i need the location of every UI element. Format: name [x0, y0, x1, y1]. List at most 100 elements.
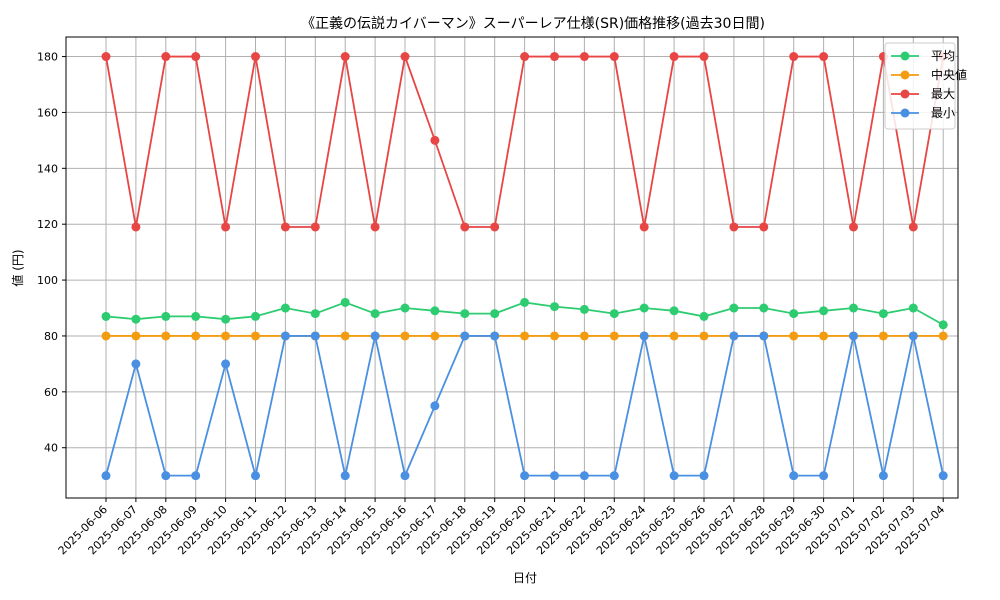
- data-point: [340, 471, 350, 481]
- data-point: [579, 304, 589, 314]
- data-point: [310, 331, 320, 341]
- data-point: [251, 52, 260, 62]
- data-point: [789, 331, 799, 341]
- data-point: [131, 359, 141, 369]
- data-point: [520, 297, 530, 307]
- data-point: [191, 52, 201, 62]
- data-point: [579, 331, 589, 341]
- data-point: [938, 331, 948, 341]
- y-tick-label: 160: [37, 106, 58, 119]
- data-point: [370, 331, 380, 341]
- data-point: [490, 222, 500, 232]
- data-point: [131, 331, 141, 341]
- plot-frame: [65, 36, 959, 499]
- data-point: [759, 303, 769, 313]
- data-point: [699, 52, 709, 62]
- data-point: [908, 303, 918, 313]
- data-point: [550, 471, 559, 481]
- data-point: [520, 471, 530, 481]
- data-point: [370, 309, 380, 319]
- data-point: [789, 52, 799, 62]
- data-point: [251, 311, 260, 321]
- data-point: [699, 311, 709, 321]
- legend-marker: [900, 89, 910, 99]
- data-point: [878, 471, 888, 481]
- data-point: [191, 471, 201, 481]
- data-point: [131, 314, 141, 324]
- data-point: [759, 222, 769, 232]
- data-point: [520, 52, 530, 62]
- x-axis-label: 日付: [513, 571, 537, 585]
- data-point: [400, 471, 410, 481]
- data-point: [280, 331, 290, 341]
- data-point: [699, 331, 709, 341]
- data-point: [849, 331, 858, 341]
- series-2: [101, 52, 948, 232]
- data-point: [400, 52, 410, 62]
- data-point: [400, 303, 410, 313]
- data-point: [221, 359, 231, 369]
- data-point: [430, 135, 440, 145]
- data-point: [520, 331, 530, 341]
- data-point: [251, 471, 260, 481]
- data-point: [490, 309, 500, 319]
- data-point: [550, 302, 559, 312]
- legend-label: 中央値: [931, 67, 967, 82]
- data-point: [460, 222, 470, 232]
- data-point: [819, 471, 829, 481]
- data-point: [908, 222, 918, 232]
- series-3: [101, 331, 948, 481]
- data-point: [460, 309, 470, 319]
- legend-label: 最小: [931, 106, 955, 120]
- legend-box: [884, 42, 956, 130]
- data-point: [161, 331, 171, 341]
- data-point: [221, 222, 231, 232]
- data-point: [669, 306, 679, 316]
- legend-marker: [900, 108, 910, 118]
- data-point: [161, 471, 171, 481]
- data-point: [938, 471, 948, 481]
- data-point: [878, 331, 888, 341]
- data-point: [191, 331, 201, 341]
- data-point: [131, 222, 141, 232]
- data-point: [609, 471, 619, 481]
- data-point: [639, 331, 649, 341]
- y-tick-label: 60: [44, 386, 58, 399]
- series-group: [101, 52, 948, 481]
- data-point: [221, 314, 231, 324]
- data-point: [849, 222, 858, 232]
- data-point: [340, 52, 350, 62]
- chart-title: 《正義の伝説カイバーマン》スーパーレア仕様(SR)価格推移(過去30日間): [301, 15, 765, 32]
- y-tick-label: 100: [37, 274, 58, 287]
- y-tick-label: 80: [44, 330, 58, 343]
- data-point: [759, 331, 769, 341]
- data-point: [819, 331, 829, 341]
- data-point: [669, 331, 679, 341]
- data-point: [310, 309, 320, 319]
- data-point: [699, 471, 709, 481]
- data-point: [729, 331, 739, 341]
- data-point: [280, 303, 290, 313]
- data-point: [938, 320, 948, 330]
- legend-label: 平均: [931, 49, 955, 63]
- data-point: [430, 401, 440, 411]
- y-tick-label: 180: [37, 51, 58, 64]
- data-point: [430, 306, 440, 316]
- data-point: [609, 309, 619, 319]
- data-point: [729, 303, 739, 313]
- data-point: [221, 331, 231, 341]
- y-tick-label: 40: [44, 442, 58, 455]
- data-point: [819, 52, 829, 62]
- data-point: [161, 52, 171, 62]
- data-point: [400, 331, 410, 341]
- legend-label: 最大: [931, 87, 955, 101]
- data-point: [550, 52, 559, 62]
- legend-marker: [900, 70, 910, 80]
- data-point: [669, 471, 679, 481]
- data-point: [908, 331, 918, 341]
- data-point: [729, 222, 739, 232]
- legend-marker: [900, 51, 910, 61]
- data-point: [819, 306, 829, 316]
